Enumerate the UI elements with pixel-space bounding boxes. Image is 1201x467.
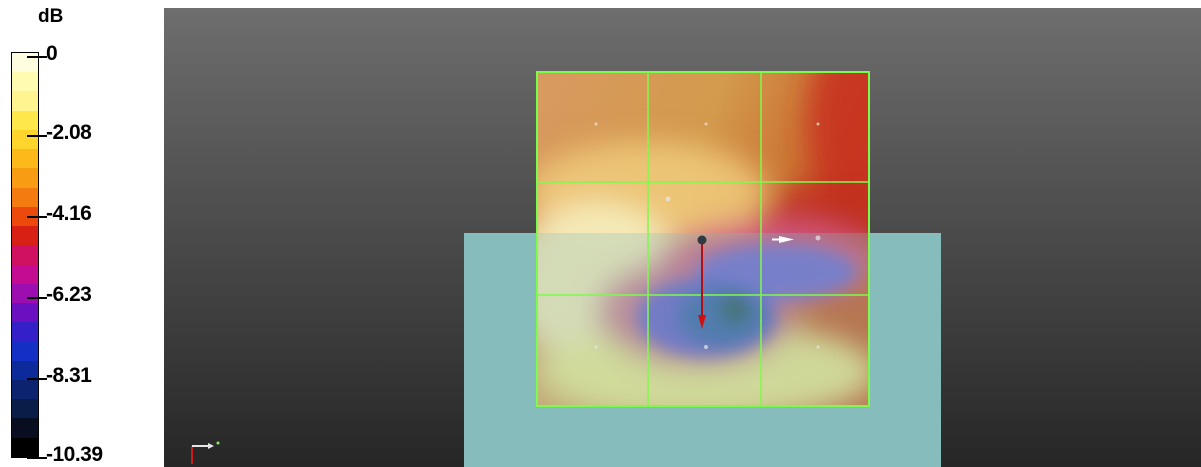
colorbar-swatch <box>12 341 38 361</box>
colorbar-swatch <box>12 206 38 227</box>
colorbar <box>11 52 39 458</box>
measurement-point <box>816 345 820 349</box>
3d-viewport[interactable] <box>164 8 1201 467</box>
probe-arrow-right-icon <box>779 236 794 243</box>
measurement-point <box>704 122 708 126</box>
legend-tick-mark <box>27 216 47 218</box>
colorbar-swatch <box>12 91 38 111</box>
axis-triad-icon <box>191 441 220 464</box>
measurement-point <box>704 345 708 349</box>
legend-tick-label: -8.31 <box>46 364 92 387</box>
legend-tick-label: -2.08 <box>46 121 92 144</box>
colorbar-swatch <box>12 437 38 457</box>
probe-origin-dot <box>697 235 707 245</box>
colorbar-swatch <box>12 129 38 150</box>
grid-border <box>536 71 870 407</box>
probe-cursor <box>697 235 794 329</box>
measurement-grid <box>536 71 870 407</box>
colorbar-swatch <box>12 399 38 419</box>
colorbar-swatch <box>12 245 38 265</box>
colorbar-swatch <box>12 322 38 342</box>
legend-tick-label: -6.23 <box>46 283 92 306</box>
legend-tick-mark <box>27 457 47 459</box>
legend-tick-mark <box>27 56 47 58</box>
colorbar-swatch <box>12 72 38 92</box>
measurement-point <box>594 345 598 349</box>
legend-tick-mark <box>27 378 47 380</box>
legend-tick-label: -10.39 <box>46 443 103 466</box>
measurement-point <box>816 122 820 126</box>
legend-unit-label: dB <box>38 6 64 27</box>
colorbar-swatch <box>12 379 38 400</box>
legend-tick-mark <box>27 297 47 299</box>
colorbar-swatch <box>12 110 38 130</box>
colorbar-swatch <box>12 418 38 438</box>
probe-arrow-down-icon <box>698 315 706 329</box>
colorbar-swatch <box>12 360 38 380</box>
measurement-point <box>665 196 671 202</box>
colorbar-swatch <box>12 226 38 246</box>
colorbar-swatch <box>12 264 38 284</box>
colorbar-swatch <box>12 283 38 304</box>
legend-tick-mark <box>27 135 47 137</box>
legend-tick-label: -4.16 <box>46 202 92 225</box>
colorbar-swatch <box>12 303 38 323</box>
colorbar-swatch <box>12 168 38 188</box>
colorbar-swatch <box>12 149 38 169</box>
measurement-point <box>815 235 821 241</box>
legend-tick-label: 0 <box>46 42 58 65</box>
measurement-point <box>594 122 598 126</box>
colorbar-legend: dB 0 -2.08 -4.16 -6.23 -8.31 -10.39 <box>0 0 160 467</box>
colorbar-swatch <box>12 187 38 207</box>
